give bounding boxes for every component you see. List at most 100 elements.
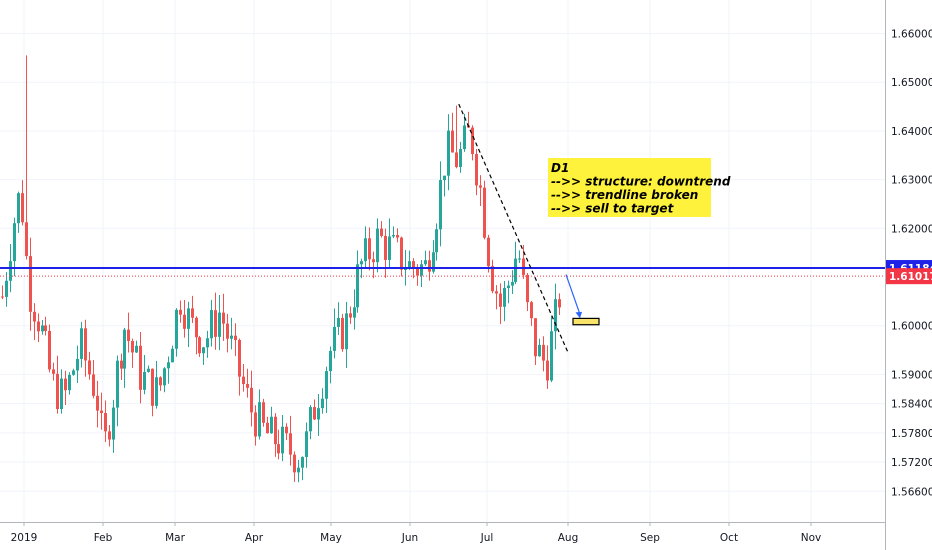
candle-body [353, 307, 356, 318]
candle-body [534, 318, 537, 357]
candle-body [64, 378, 67, 391]
annotation-line: -->> sell to target [551, 202, 675, 216]
candle-body [360, 261, 363, 265]
candle-body [13, 223, 16, 262]
candle-body [325, 371, 328, 399]
candle-body [483, 187, 486, 238]
candle-body [285, 426, 288, 434]
candle-body [155, 377, 158, 406]
candle-body [447, 130, 450, 176]
candle-body [179, 309, 182, 315]
x-tick-label: Mar [165, 532, 185, 544]
candle-body [21, 193, 24, 223]
candle-body [226, 323, 229, 339]
candle-body [139, 345, 142, 390]
candle-body [195, 317, 198, 338]
candle-body [530, 302, 533, 319]
candle-body [37, 321, 40, 332]
target-zone [572, 317, 600, 326]
candle-body [230, 335, 233, 339]
candle-body [451, 130, 454, 153]
candle-body [349, 313, 352, 318]
x-tick-label: Jun [401, 532, 418, 544]
candle-body [29, 256, 32, 312]
target-arrow-head [575, 311, 582, 319]
grid [0, 0, 885, 522]
candle-body [127, 329, 130, 342]
candle-body [80, 328, 83, 359]
candle-body [542, 344, 545, 361]
candle-body [206, 338, 209, 348]
candle-body [202, 347, 205, 354]
candle-body [376, 228, 379, 263]
candle-body [262, 402, 265, 423]
candle-body [479, 185, 482, 188]
candle-body [404, 269, 407, 271]
y-tick-label: 1.66000 [891, 29, 932, 41]
candles [1, 55, 561, 483]
candle-body [33, 311, 36, 322]
candle-body [313, 407, 316, 420]
annotation-box [548, 158, 711, 217]
y-tick-label: 1.65000 [891, 77, 932, 89]
candle-body [52, 369, 55, 374]
candle-body [317, 408, 320, 420]
candle-body [558, 299, 561, 308]
x-tick-label: 2019 [11, 532, 38, 544]
candle-body [550, 331, 553, 381]
candle-body [522, 258, 525, 275]
candle-body [439, 180, 442, 230]
x-tick-label: Aug [558, 532, 579, 544]
candle-body [491, 266, 494, 292]
candle-body [400, 237, 403, 270]
candle-body [183, 314, 186, 329]
candle-body [384, 235, 387, 260]
candle-body [187, 308, 190, 329]
candle-body [9, 261, 12, 281]
candle-body [424, 260, 427, 265]
candle-body [495, 291, 498, 294]
candle-body [258, 402, 261, 437]
candle-body [471, 127, 474, 155]
candle-body [56, 373, 59, 410]
candle-body [301, 456, 304, 468]
x-tick-label: Feb [94, 532, 113, 544]
candle-body [412, 261, 415, 269]
candle-body [341, 317, 344, 350]
x-tick-label: Apr [245, 532, 264, 544]
candle-body [151, 368, 154, 406]
y-tick-label: 1.64000 [891, 126, 932, 138]
candle-body [222, 312, 225, 324]
candle-body [293, 454, 296, 473]
candle-body [238, 340, 241, 377]
downtrend-trendline [458, 103, 569, 353]
candle-body [1, 296, 4, 298]
candle-body [214, 310, 217, 337]
candle-body [120, 360, 123, 369]
price-tag [886, 268, 932, 285]
candle-body [329, 350, 332, 372]
candle-body [234, 335, 237, 341]
candle-body [167, 362, 170, 369]
candle-body [503, 288, 506, 307]
x-tick-label: Jul [480, 532, 494, 544]
candle-body [538, 344, 541, 357]
candle-body [309, 407, 312, 432]
candle-body [396, 235, 399, 238]
y-tick-label: 1.57200 [891, 457, 932, 469]
candle-body [48, 330, 51, 370]
annotation-line: -->> trendline broken [551, 188, 698, 202]
candle-body [435, 229, 438, 253]
target-arrow-shaft [565, 274, 581, 315]
candle-body [254, 412, 257, 437]
candle-body [459, 149, 462, 168]
candle-body [100, 410, 103, 414]
candle-body [420, 264, 423, 276]
candle-body [356, 264, 359, 308]
y-tick-label: 1.59000 [891, 369, 932, 381]
candle-body [147, 368, 150, 372]
candle-body [88, 360, 91, 375]
candle-body [84, 328, 87, 361]
candle-body [96, 395, 99, 411]
candle-body [250, 387, 253, 413]
